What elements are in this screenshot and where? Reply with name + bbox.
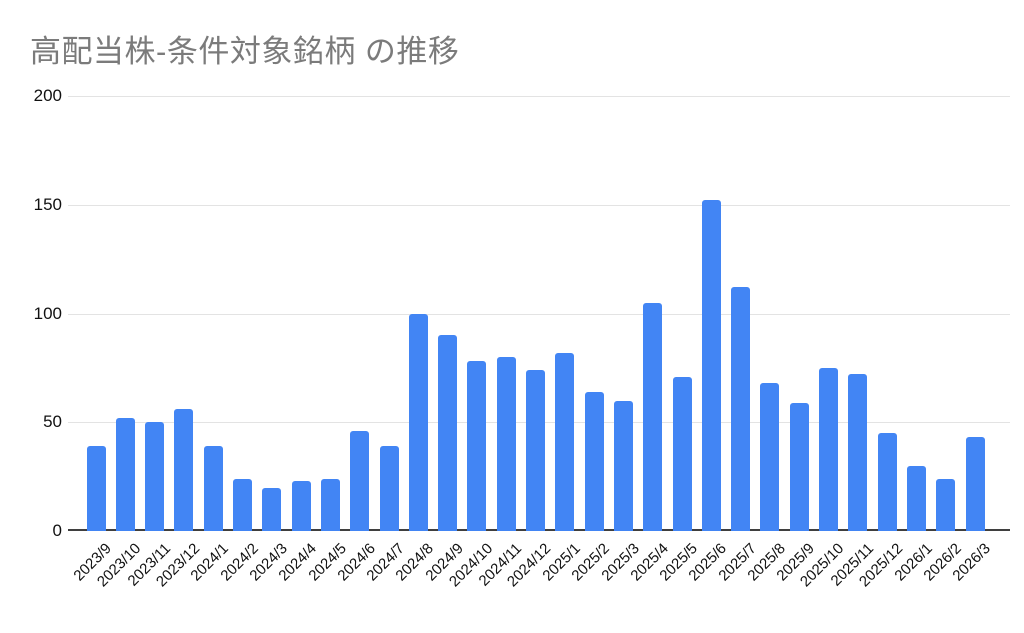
bar-2023/12 <box>174 409 194 531</box>
bar-2024/10 <box>467 361 487 531</box>
bar-2023/9 <box>86 446 106 531</box>
bar-2026/2 <box>936 478 956 531</box>
bar-2024/3 <box>262 487 282 531</box>
bar-2025/10 <box>819 367 838 531</box>
bar-2025/3 <box>613 400 633 531</box>
bar-2025/5 <box>672 376 692 531</box>
plot-area <box>68 96 1010 531</box>
bar-2024/4 <box>291 480 311 531</box>
bar-2025/8 <box>760 383 780 531</box>
gridline-100 <box>68 313 1010 315</box>
y-tick-label-150: 150 <box>33 194 62 214</box>
bar-2024/6 <box>350 430 370 531</box>
bar-2024/12 <box>526 370 545 531</box>
bar-2024/2 <box>233 478 252 531</box>
bar-2024/11 <box>496 357 516 531</box>
bar-2026/1 <box>906 465 926 531</box>
bar-2023/10 <box>115 417 135 531</box>
bar-2024/7 <box>379 446 399 531</box>
bar-2024/1 <box>203 446 223 531</box>
bar-2026/3 <box>965 437 985 531</box>
bar-2025/2 <box>584 391 604 531</box>
bar-2025/1 <box>555 352 575 531</box>
y-tick-label-0: 0 <box>52 521 62 540</box>
gridline-150 <box>68 204 1010 206</box>
bar-2025/6 <box>701 200 721 531</box>
bar-2024/8 <box>408 313 428 531</box>
y-tick-label-100: 100 <box>33 303 62 323</box>
bar-2025/11 <box>848 374 868 531</box>
bar-2025/12 <box>877 433 897 531</box>
bar-2025/4 <box>643 302 663 531</box>
bar-2025/9 <box>789 402 809 531</box>
bar-2025/7 <box>731 287 751 531</box>
y-tick-label-50: 50 <box>43 412 62 432</box>
bar-2024/5 <box>320 478 340 531</box>
bar-2024/9 <box>438 335 458 531</box>
chart-title: 高配当株-条件対象銘柄 の推移 <box>30 34 460 69</box>
gridline-200 <box>68 96 1010 97</box>
y-tick-label-200: 200 <box>33 86 62 105</box>
bar-2023/11 <box>145 422 165 531</box>
